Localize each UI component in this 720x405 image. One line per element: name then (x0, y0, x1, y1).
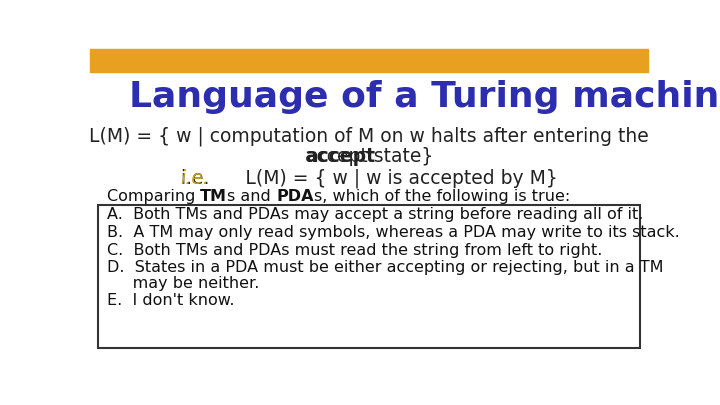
Text: A.  Both TMs and PDAs may accept a string before reading all of it.: A. Both TMs and PDAs may accept a string… (107, 207, 643, 222)
Text: i.e.: i.e. (181, 168, 210, 188)
Text: PDA: PDA (276, 189, 314, 204)
Text: accept state}: accept state} (305, 147, 433, 166)
Text: B.  A TM may only read symbols, whereas a PDA may write to its stack.: B. A TM may only read symbols, whereas a… (107, 225, 680, 240)
Text: Comparing TMs and PDAs, which of the following is true:: Comparing TMs and PDAs, which of the fol… (107, 189, 562, 204)
Text: L(M) = { w | computation of M on w halts after entering the: L(M) = { w | computation of M on w halts… (89, 126, 649, 146)
Text: i.e.      L(M) = { w | w is accepted by M}: i.e. L(M) = { w | w is accepted by M} (181, 168, 557, 188)
Text: may be neither.: may be neither. (107, 276, 259, 291)
Text: Comparing: Comparing (107, 189, 200, 204)
Bar (90, 49, 648, 72)
Text: Language of a Turing machine: Language of a Turing machine (129, 80, 720, 114)
Text: D.  States in a PDA must be either accepting or rejecting, but in a TM: D. States in a PDA must be either accept… (107, 260, 663, 275)
Text: E.  I don't know.: E. I don't know. (107, 293, 234, 308)
Text: TM: TM (200, 189, 228, 204)
Text: C.  Both TMs and PDAs must read the string from left to right.: C. Both TMs and PDAs must read the strin… (107, 243, 602, 258)
Text: accept: accept (305, 147, 375, 166)
Text: s and: s and (228, 189, 276, 204)
Text: s, which of the following is true:: s, which of the following is true: (314, 189, 570, 204)
